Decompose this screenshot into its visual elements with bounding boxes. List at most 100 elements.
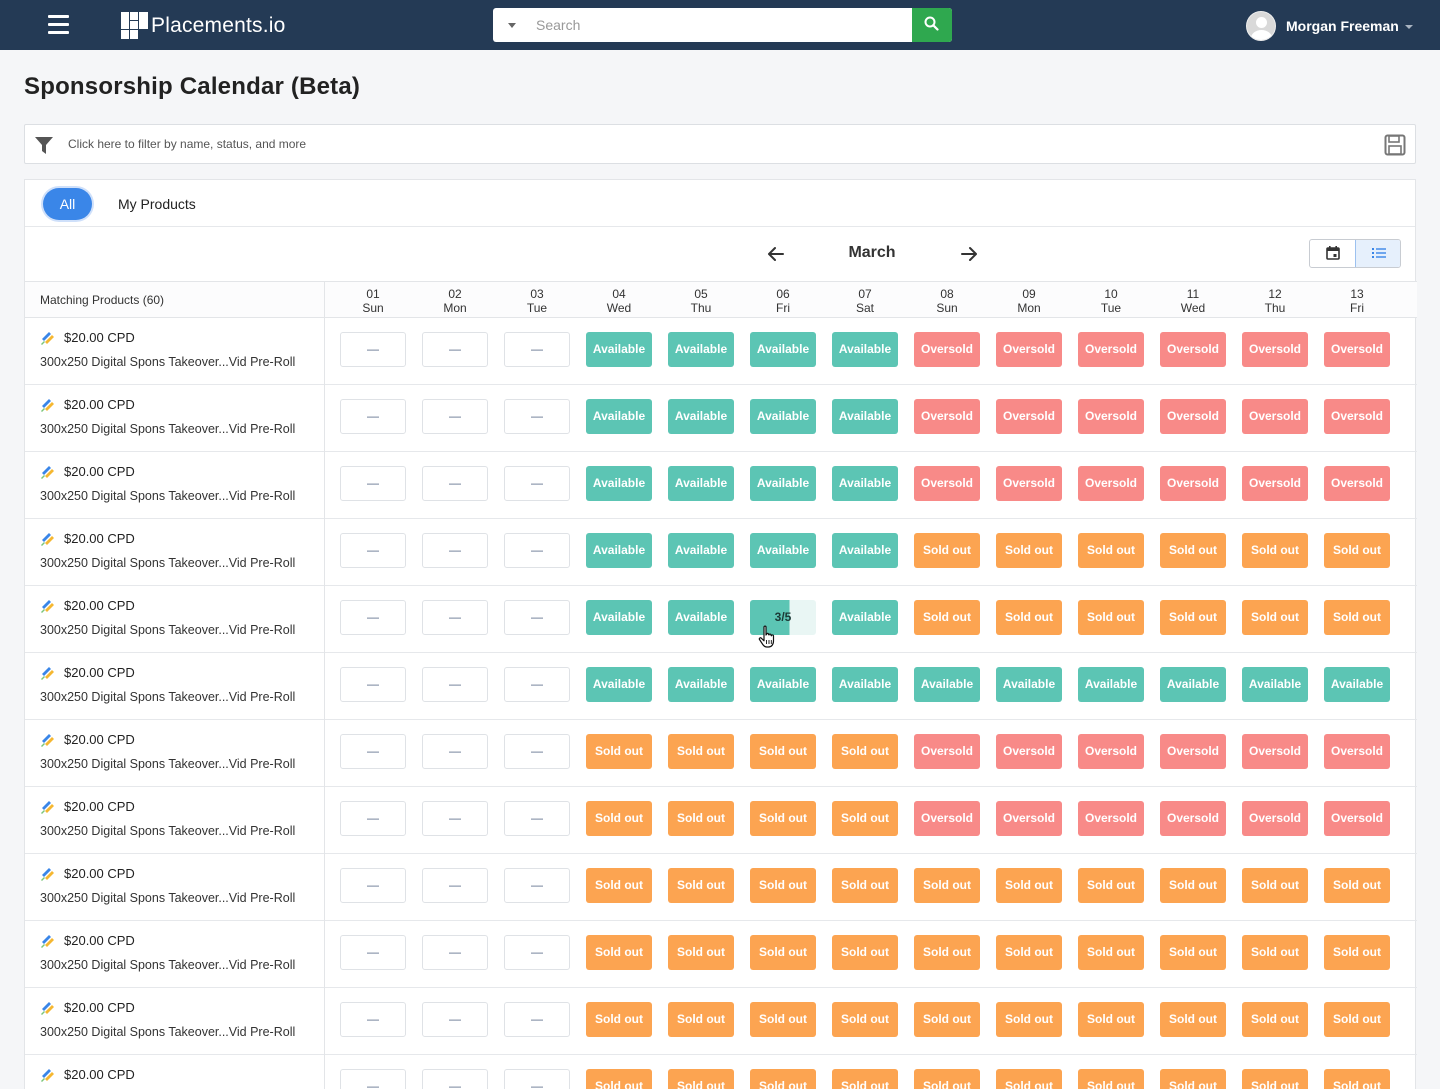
product-name[interactable]: 300x250 Digital Spons Takeover...Vid Pre… [40,891,296,905]
availability-cell-empty[interactable]: — [504,801,570,836]
availability-cell-soldout[interactable]: Sold out [1078,533,1144,568]
availability-cell-soldout[interactable]: Sold out [1242,600,1308,635]
list-view-button[interactable] [1354,240,1400,267]
availability-cell-oversold[interactable]: Oversold [996,466,1062,501]
availability-cell-soldout[interactable]: Sold out [914,1002,980,1037]
availability-cell-empty[interactable]: — [422,466,488,501]
availability-cell-soldout[interactable]: Sold out [1324,1069,1390,1089]
availability-cell-soldout[interactable]: Sold out [750,1069,816,1089]
availability-cell-soldout[interactable]: Sold out [914,868,980,903]
availability-cell-soldout[interactable]: Sold out [996,1002,1062,1037]
table-row[interactable]: $20.00 CPD 300x250 Digital Spons Takeover… [25,318,1417,385]
availability-cell-empty[interactable]: — [504,935,570,970]
availability-cell-soldout[interactable]: Sold out [750,935,816,970]
calendar-view-button[interactable] [1310,240,1355,267]
availability-cell-oversold[interactable]: Oversold [1324,466,1390,501]
availability-cell-oversold[interactable]: Oversold [914,466,980,501]
availability-cell-soldout[interactable]: Sold out [832,868,898,903]
availability-cell-available[interactable]: Available [750,667,816,702]
availability-cell-soldout[interactable]: Sold out [1078,1069,1144,1089]
table-row[interactable]: $20.00 CPD 300x250 Digital Spons Takeover… [25,586,1417,653]
availability-cell-oversold[interactable]: Oversold [1078,332,1144,367]
availability-cell-empty[interactable]: — [340,399,406,434]
availability-cell-available[interactable]: Available [668,466,734,501]
availability-cell-soldout[interactable]: Sold out [1242,868,1308,903]
availability-cell-soldout[interactable]: Sold out [832,1002,898,1037]
availability-cell-empty[interactable]: — [422,1002,488,1037]
availability-cell-available[interactable]: Available [750,399,816,434]
availability-cell-oversold[interactable]: Oversold [1242,466,1308,501]
availability-cell-empty[interactable]: — [422,533,488,568]
availability-cell-empty[interactable]: — [340,801,406,836]
availability-cell-empty[interactable]: — [422,600,488,635]
availability-cell-oversold[interactable]: Oversold [1242,399,1308,434]
availability-cell-oversold[interactable]: Oversold [1324,399,1390,434]
availability-cell-empty[interactable]: — [422,332,488,367]
availability-cell-empty[interactable]: — [340,1069,406,1089]
availability-cell-empty[interactable]: — [504,600,570,635]
availability-cell-empty[interactable]: — [504,332,570,367]
availability-cell-available[interactable]: Available [750,466,816,501]
availability-cell-available[interactable]: Available [750,332,816,367]
tab-my-products[interactable]: My Products [118,196,196,212]
table-row[interactable]: $20.00 CPD 300x250 Digital Spons Takeover… [25,988,1417,1055]
table-row[interactable]: $20.00 CPD 300x250 Digital Spons Takeover… [25,519,1417,586]
user-menu[interactable]: Morgan Freeman [1246,11,1413,41]
availability-cell-available[interactable]: Available [668,332,734,367]
brand-logo[interactable]: Placements.io [121,12,286,39]
availability-cell-oversold[interactable]: Oversold [1078,399,1144,434]
availability-cell-oversold[interactable]: Oversold [996,734,1062,769]
availability-cell-oversold[interactable]: Oversold [914,399,980,434]
availability-cell-soldout[interactable]: Sold out [668,1002,734,1037]
availability-cell-empty[interactable]: — [422,1069,488,1089]
table-row[interactable]: $20.00 CPD 300x250 Digital Spons Takeover… [25,385,1417,452]
availability-cell-available[interactable]: Available [832,332,898,367]
availability-cell-soldout[interactable]: Sold out [1160,868,1226,903]
availability-cell-soldout[interactable]: Sold out [914,935,980,970]
availability-cell-soldout[interactable]: Sold out [668,734,734,769]
availability-cell-available[interactable]: Available [832,667,898,702]
availability-cell-soldout[interactable]: Sold out [914,533,980,568]
availability-cell-empty[interactable]: — [504,1002,570,1037]
availability-cell-empty[interactable]: — [422,667,488,702]
product-name[interactable]: 300x250 Digital Spons Takeover...Vid Pre… [40,422,296,436]
availability-cell-soldout[interactable]: Sold out [750,734,816,769]
availability-cell-soldout[interactable]: Sold out [1078,600,1144,635]
availability-cell-soldout[interactable]: Sold out [1242,1002,1308,1037]
table-row[interactable]: $20.00 CPD 300x250 Digital Spons Takeover… [25,854,1417,921]
availability-cell-available[interactable]: Available [832,600,898,635]
hamburger-menu-icon[interactable] [48,15,69,34]
availability-cell-soldout[interactable]: Sold out [1242,533,1308,568]
availability-cell-soldout[interactable]: Sold out [832,801,898,836]
availability-cell-available[interactable]: Available [668,600,734,635]
availability-cell-available[interactable]: Available [586,667,652,702]
product-name[interactable]: 300x250 Digital Spons Takeover...Vid Pre… [40,489,296,503]
availability-cell-oversold[interactable]: Oversold [996,801,1062,836]
availability-cell-empty[interactable]: — [504,868,570,903]
availability-cell-empty[interactable]: — [504,399,570,434]
availability-cell-soldout[interactable]: Sold out [586,1069,652,1089]
availability-cell-available[interactable]: Available [832,399,898,434]
availability-cell-oversold[interactable]: Oversold [914,332,980,367]
product-name[interactable]: 300x250 Digital Spons Takeover...Vid Pre… [40,355,296,369]
availability-cell-oversold[interactable]: Oversold [1242,332,1308,367]
availability-cell-soldout[interactable]: Sold out [750,801,816,836]
availability-cell-oversold[interactable]: Oversold [1078,734,1144,769]
availability-cell-available[interactable]: Available [586,533,652,568]
availability-cell-empty[interactable]: — [340,1002,406,1037]
availability-cell-soldout[interactable]: Sold out [996,533,1062,568]
availability-cell-oversold[interactable]: Oversold [1078,466,1144,501]
availability-cell-soldout[interactable]: Sold out [1324,600,1390,635]
save-icon[interactable] [1384,134,1406,156]
availability-cell-oversold[interactable]: Oversold [1324,801,1390,836]
search-button[interactable] [912,8,952,42]
availability-cell-empty[interactable]: — [422,801,488,836]
availability-cell-oversold[interactable]: Oversold [1160,399,1226,434]
availability-cell-soldout[interactable]: Sold out [1242,935,1308,970]
availability-cell-soldout[interactable]: Sold out [586,935,652,970]
availability-cell-soldout[interactable]: Sold out [668,1069,734,1089]
product-name[interactable]: 300x250 Digital Spons Takeover...Vid Pre… [40,690,296,704]
search-scope-dropdown-icon[interactable] [493,8,529,42]
tab-all[interactable]: All [43,188,92,220]
availability-cell-soldout[interactable]: Sold out [1160,600,1226,635]
